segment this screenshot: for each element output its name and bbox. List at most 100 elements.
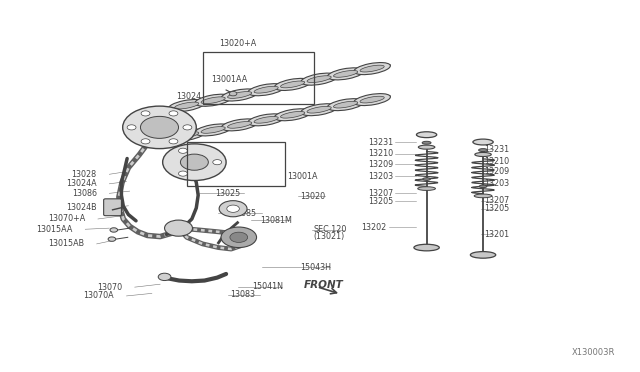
Circle shape bbox=[219, 201, 247, 217]
Text: 13207: 13207 bbox=[368, 189, 393, 198]
Ellipse shape bbox=[422, 141, 431, 144]
Circle shape bbox=[179, 148, 188, 153]
Text: 13231: 13231 bbox=[368, 138, 393, 147]
Text: 13020: 13020 bbox=[300, 192, 325, 201]
Bar bbox=[203, 51, 314, 103]
Circle shape bbox=[127, 125, 136, 130]
Circle shape bbox=[229, 92, 237, 96]
Text: 13205: 13205 bbox=[484, 204, 509, 213]
Circle shape bbox=[158, 273, 171, 280]
Circle shape bbox=[163, 144, 226, 180]
Text: 13201: 13201 bbox=[484, 230, 509, 239]
Circle shape bbox=[230, 232, 248, 243]
Ellipse shape bbox=[168, 99, 205, 112]
Ellipse shape bbox=[307, 106, 332, 113]
Ellipse shape bbox=[275, 78, 311, 90]
Ellipse shape bbox=[175, 132, 199, 138]
Ellipse shape bbox=[479, 149, 488, 151]
Ellipse shape bbox=[201, 97, 225, 104]
Text: 13070A: 13070A bbox=[83, 291, 114, 301]
Ellipse shape bbox=[473, 139, 493, 145]
Ellipse shape bbox=[301, 104, 337, 116]
Text: 13085: 13085 bbox=[231, 209, 256, 218]
Ellipse shape bbox=[423, 178, 430, 180]
Ellipse shape bbox=[275, 109, 311, 121]
Text: 13015AA: 13015AA bbox=[36, 225, 72, 234]
FancyBboxPatch shape bbox=[104, 199, 122, 216]
Ellipse shape bbox=[360, 65, 384, 72]
Text: 13020+A: 13020+A bbox=[219, 39, 256, 48]
Ellipse shape bbox=[254, 86, 278, 93]
Circle shape bbox=[221, 227, 257, 247]
Text: 13210: 13210 bbox=[368, 149, 393, 158]
Text: FRONT: FRONT bbox=[303, 280, 343, 290]
Text: 13024A: 13024A bbox=[66, 179, 97, 188]
Ellipse shape bbox=[254, 116, 278, 123]
Bar bbox=[187, 142, 285, 186]
Text: 13081M: 13081M bbox=[260, 216, 292, 225]
Ellipse shape bbox=[195, 124, 232, 136]
Ellipse shape bbox=[419, 145, 435, 149]
Text: 13203: 13203 bbox=[368, 172, 393, 181]
Ellipse shape bbox=[221, 89, 258, 101]
Text: 13070+A: 13070+A bbox=[48, 215, 85, 224]
Text: 13231: 13231 bbox=[484, 145, 509, 154]
Text: SEC.120: SEC.120 bbox=[314, 225, 347, 234]
Circle shape bbox=[141, 111, 150, 116]
Text: 13209: 13209 bbox=[368, 160, 393, 169]
Ellipse shape bbox=[479, 185, 487, 187]
Ellipse shape bbox=[301, 73, 337, 85]
Text: 13001A: 13001A bbox=[287, 172, 317, 181]
Circle shape bbox=[110, 228, 118, 232]
Circle shape bbox=[179, 171, 188, 176]
Ellipse shape bbox=[221, 119, 258, 131]
Ellipse shape bbox=[418, 187, 435, 190]
Text: 13024: 13024 bbox=[176, 92, 201, 101]
Ellipse shape bbox=[228, 122, 252, 128]
Text: 13028: 13028 bbox=[72, 170, 97, 179]
Circle shape bbox=[140, 116, 179, 138]
Circle shape bbox=[164, 220, 193, 236]
Text: (13021): (13021) bbox=[314, 232, 345, 241]
Ellipse shape bbox=[414, 244, 439, 251]
Ellipse shape bbox=[474, 194, 492, 198]
Circle shape bbox=[123, 106, 196, 149]
Circle shape bbox=[108, 237, 116, 241]
Ellipse shape bbox=[168, 129, 205, 141]
Ellipse shape bbox=[280, 111, 305, 118]
Ellipse shape bbox=[248, 114, 284, 126]
Text: 13086: 13086 bbox=[72, 189, 97, 198]
Text: 13207: 13207 bbox=[484, 196, 509, 205]
Text: 15043H: 15043H bbox=[300, 263, 331, 272]
Circle shape bbox=[183, 125, 192, 130]
Circle shape bbox=[212, 160, 221, 165]
Ellipse shape bbox=[195, 94, 232, 106]
Text: 13024B: 13024B bbox=[66, 203, 97, 212]
Ellipse shape bbox=[417, 132, 436, 138]
Ellipse shape bbox=[248, 84, 284, 96]
Text: 13205: 13205 bbox=[368, 197, 393, 206]
Ellipse shape bbox=[201, 126, 225, 133]
Circle shape bbox=[227, 205, 239, 212]
Ellipse shape bbox=[475, 153, 492, 157]
Text: 13015AB: 13015AB bbox=[48, 240, 84, 248]
Text: 13202: 13202 bbox=[362, 222, 387, 231]
Text: 13203: 13203 bbox=[484, 179, 509, 188]
Text: X130003R: X130003R bbox=[572, 349, 615, 357]
Ellipse shape bbox=[228, 92, 252, 98]
Ellipse shape bbox=[354, 62, 390, 75]
Ellipse shape bbox=[175, 102, 199, 109]
Ellipse shape bbox=[327, 99, 364, 110]
Ellipse shape bbox=[333, 70, 358, 77]
Circle shape bbox=[141, 139, 150, 144]
Text: 13209: 13209 bbox=[484, 167, 509, 176]
Text: 13025: 13025 bbox=[215, 189, 241, 198]
Circle shape bbox=[169, 139, 178, 144]
Ellipse shape bbox=[354, 94, 390, 106]
Ellipse shape bbox=[470, 251, 496, 258]
Text: 15041N: 15041N bbox=[252, 282, 283, 291]
Text: 13001AA: 13001AA bbox=[211, 75, 248, 84]
Ellipse shape bbox=[328, 68, 364, 80]
Text: 13210: 13210 bbox=[484, 157, 509, 166]
Ellipse shape bbox=[333, 101, 358, 108]
